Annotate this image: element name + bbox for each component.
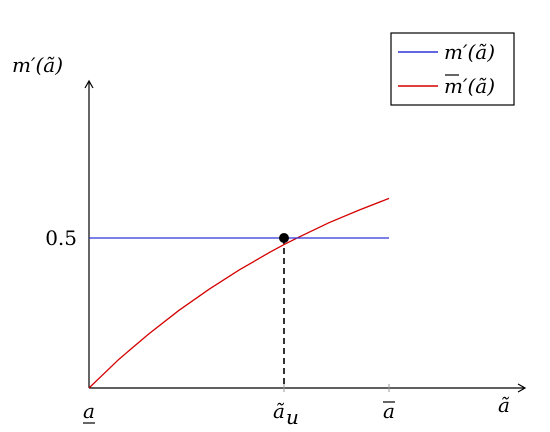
svg-text:a: a xyxy=(383,399,395,423)
intersection-point xyxy=(279,233,289,243)
x-tick-label: a xyxy=(83,399,95,424)
legend-box xyxy=(390,32,515,106)
legend-label: m′(ã) xyxy=(444,74,495,98)
legend-entry: m′(ã) xyxy=(398,74,495,98)
svg-text:ã: ã xyxy=(273,399,285,423)
y-tick-label: 0.5 xyxy=(45,226,77,250)
svg-text:u: u xyxy=(286,405,299,429)
x-axis-label: ã xyxy=(498,393,510,417)
x-tick-label: a xyxy=(383,399,395,423)
legend: m′(ã) m′(ã) xyxy=(390,32,515,106)
legend-label: m′(ã) xyxy=(444,40,495,64)
series-line-m-bar-prime xyxy=(88,197,390,389)
y-axis-label: m′(ã) xyxy=(12,53,63,77)
svg-text:a: a xyxy=(83,399,95,423)
legend-entry: m′(ã) xyxy=(398,40,495,64)
